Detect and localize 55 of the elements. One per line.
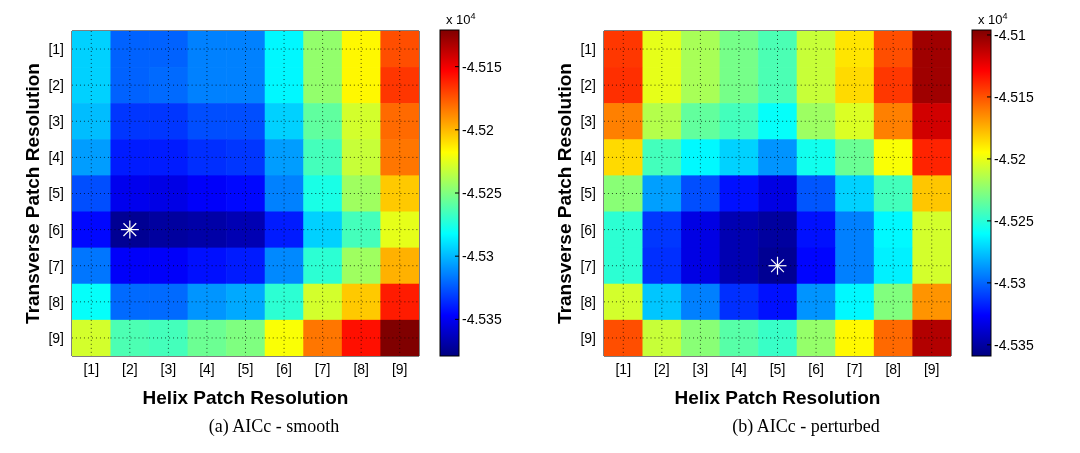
x-tick-label: [5] xyxy=(237,360,254,377)
x-axis-title: Helix Patch Resolution xyxy=(674,387,881,408)
x-axis-title: Helix Patch Resolution xyxy=(142,387,349,408)
y-tick-label: [4] xyxy=(48,149,64,166)
color-bar-title: x 10$^{4}$ xyxy=(978,11,1008,27)
x-tick-label: [3] xyxy=(692,360,709,377)
x-tick-label: [2] xyxy=(122,360,138,377)
color-bar-label: -4.525 xyxy=(462,184,502,201)
y-tick-label: [8] xyxy=(48,293,64,310)
x-tick-label: [7] xyxy=(314,360,331,377)
y-tick-label: [7] xyxy=(48,257,64,274)
y-tick-label: [9] xyxy=(48,329,64,346)
color-bar-label: -4.515 xyxy=(994,88,1034,105)
color-bar-label: -4.515 xyxy=(462,58,502,75)
y-tick-label: [9] xyxy=(580,329,596,346)
color-bar-label: -4.51 xyxy=(994,26,1027,43)
x-tick-label: [7] xyxy=(846,360,863,377)
color-bar-label: -4.53 xyxy=(462,248,495,265)
color-bar-label: -4.525 xyxy=(994,212,1034,229)
y-axis-title: Transverse Patch Resolution xyxy=(553,63,575,324)
y-tick-label: [2] xyxy=(48,77,64,94)
y-tick-label: [4] xyxy=(580,149,596,166)
x-tick-label: [9] xyxy=(391,360,408,377)
y-tick-label: [7] xyxy=(580,257,596,274)
y-tick-label: [6] xyxy=(48,221,64,238)
x-tick-label: [1] xyxy=(615,360,632,377)
x-tick-label: [3] xyxy=(160,360,177,377)
y-tick-label: [8] xyxy=(580,293,596,310)
y-tick-label: [3] xyxy=(48,113,64,130)
y-tick-label: [6] xyxy=(580,221,596,238)
x-tick-label: [4] xyxy=(731,360,747,377)
color-bar-label: -4.53 xyxy=(994,274,1027,291)
color-bar-title: x 10$^{4}$ xyxy=(446,11,476,27)
x-tick-label: [5] xyxy=(769,360,786,377)
text: (a) AICc - smooth xyxy=(207,416,341,437)
color-bar-label: -4.52 xyxy=(994,150,1027,167)
y-tick-label: [1] xyxy=(580,41,596,58)
x-tick-label: [4] xyxy=(199,360,215,377)
y-axis-title: Transverse Patch Resolution xyxy=(21,63,43,324)
x-tick-label: [9] xyxy=(923,360,940,377)
x-tick-label: [6] xyxy=(808,360,824,377)
x-tick-label: [2] xyxy=(654,360,670,377)
color-bar-label: -4.52 xyxy=(462,121,495,138)
x-tick-label: [1] xyxy=(83,360,100,377)
x-tick-label: [6] xyxy=(276,360,292,377)
color-bar-label: -4.535 xyxy=(462,311,502,328)
y-tick-label: [2] xyxy=(580,77,596,94)
x-tick-label: [8] xyxy=(885,360,901,377)
text: (b) AICc - perturbed xyxy=(731,416,881,437)
y-tick-label: [1] xyxy=(48,41,64,58)
y-tick-label: [5] xyxy=(48,185,64,202)
x-tick-label: [8] xyxy=(353,360,369,377)
y-tick-label: [5] xyxy=(580,185,596,202)
color-bar-label: -4.535 xyxy=(994,336,1034,353)
y-tick-label: [3] xyxy=(580,113,596,130)
